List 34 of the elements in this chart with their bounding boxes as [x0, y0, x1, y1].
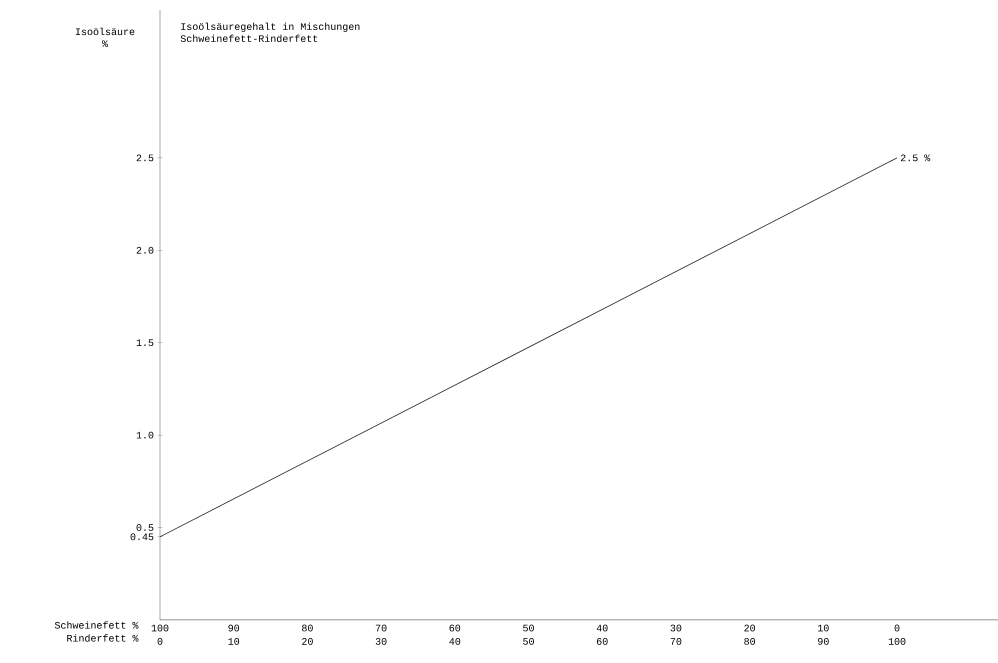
x2-tick-label: 60	[450, 624, 460, 632]
y-tick-label: 0.45	[130, 533, 154, 540]
x-tick-label: 20	[302, 638, 313, 645]
x-tick-label: 30	[376, 638, 387, 645]
y-tick-label: 1.0	[136, 432, 154, 439]
x-tick-label: 90	[818, 638, 829, 645]
x2-tick-label: 100	[152, 624, 168, 632]
x2-tick-label: 10	[818, 624, 829, 632]
x2-tick-label: 20	[744, 624, 756, 632]
x2-tick-label: 40	[596, 624, 608, 632]
x2-tick-label: 50	[523, 624, 534, 632]
x2-tick-label: 80	[302, 624, 313, 632]
x-axis-title: Rinderfett %	[67, 634, 138, 642]
x-tick-label: 10	[228, 638, 240, 645]
y-tick-label: 2.5	[136, 154, 154, 162]
x2-tick-label: 90	[228, 624, 240, 632]
text: Schweinefett-Rinderfett	[180, 34, 318, 42]
x-tick-label: 100	[888, 638, 906, 645]
y-tick-label: 2.0	[136, 246, 154, 254]
x-tick-label: 0	[158, 638, 162, 645]
x-tick-label: 40	[449, 638, 460, 645]
x-tick-label: 60	[596, 638, 608, 645]
x-tick-label: 70	[670, 638, 682, 645]
x-tick-label: 50	[523, 638, 534, 645]
x-tick-label: 80	[744, 638, 756, 645]
y-tick-label: 1.5	[136, 339, 154, 346]
y-axis-title: Isoölsäure %	[76, 28, 134, 48]
y-tick-label: 0.5	[136, 524, 154, 531]
x2-axis-title: Schweinefett %	[54, 621, 138, 629]
x2-tick-label: 30	[670, 624, 682, 632]
x2-tick-label: 70	[376, 624, 386, 632]
annotation: 2.5 %	[900, 154, 930, 162]
x2-tick-label: 0	[894, 624, 900, 632]
text: Isoölsäuregehalt in Mischungen	[181, 22, 360, 32]
